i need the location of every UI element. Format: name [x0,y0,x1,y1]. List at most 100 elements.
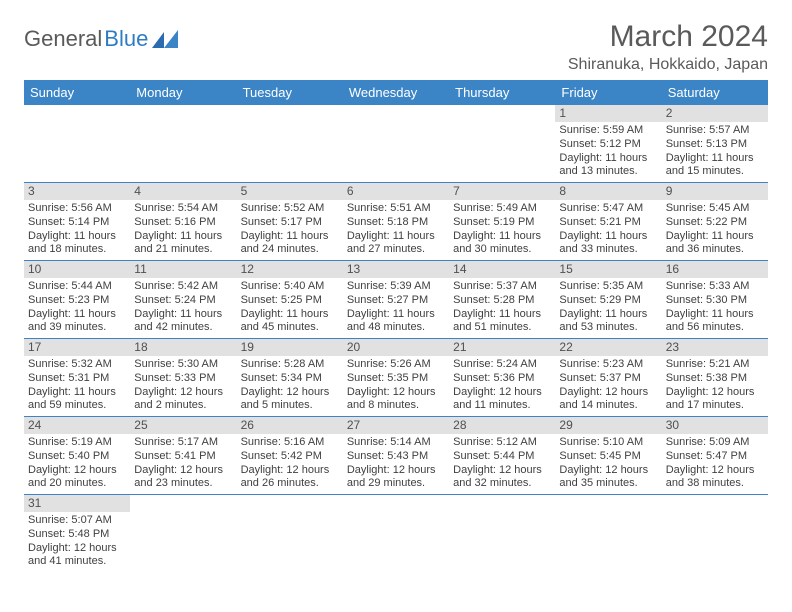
day-number: 6 [343,183,449,200]
day-number: 10 [24,261,130,278]
weekday-header: Thursday [449,80,555,105]
sunrise-line: Sunrise: 5:51 AM [347,202,445,216]
sunrise-line: Sunrise: 5:42 AM [134,280,232,294]
week-row: 1Sunrise: 5:59 AMSunset: 5:12 PMDaylight… [24,105,768,183]
day-cell: 11Sunrise: 5:42 AMSunset: 5:24 PMDayligh… [130,261,236,338]
sunrise-line: Sunrise: 5:44 AM [28,280,126,294]
sunrise-line: Sunrise: 5:24 AM [453,358,551,372]
day-cell: 7Sunrise: 5:49 AMSunset: 5:19 PMDaylight… [449,183,555,260]
daylight-line: and 11 minutes. [453,399,551,413]
day-number: 1 [555,105,661,122]
sunrise-line: Sunrise: 5:56 AM [28,202,126,216]
daylight-line: and 27 minutes. [347,243,445,257]
daylight-line: and 29 minutes. [347,477,445,491]
day-cell: 30Sunrise: 5:09 AMSunset: 5:47 PMDayligh… [662,417,768,494]
day-number: 15 [555,261,661,278]
daylight-line: Daylight: 12 hours [241,386,339,400]
daylight-line: and 26 minutes. [241,477,339,491]
sunrise-line: Sunrise: 5:32 AM [28,358,126,372]
empty-cell [449,105,555,182]
day-number: 27 [343,417,449,434]
week-row: 17Sunrise: 5:32 AMSunset: 5:31 PMDayligh… [24,339,768,417]
daylight-line: and 33 minutes. [559,243,657,257]
day-cell: 23 Sunrise: 5:21 AMSunset: 5:38 PMDayligh… [662,339,768,416]
sunset-line: Sunset: 5:28 PM [453,294,551,308]
day-number: 2 [662,105,768,122]
day-cell: 31Sunrise: 5:07 AMSunset: 5:48 PMDayligh… [24,495,130,572]
daylight-line: Daylight: 12 hours [559,386,657,400]
day-number: 18 [130,339,236,356]
daylight-line: Daylight: 11 hours [347,230,445,244]
daylight-line: and 17 minutes. [666,399,764,413]
day-cell: 24Sunrise: 5:19 AMSunset: 5:40 PMDayligh… [24,417,130,494]
day-number: 5 [237,183,343,200]
sunset-line: Sunset: 5:22 PM [666,216,764,230]
sunset-line: Sunset: 5:38 PM [666,372,764,386]
sunrise-line: Sunrise: 5:33 AM [666,280,764,294]
day-number: 14 [449,261,555,278]
daylight-line: Daylight: 11 hours [666,230,764,244]
empty-cell [555,495,661,572]
daylight-line: Daylight: 12 hours [453,464,551,478]
daylight-line: and 13 minutes. [559,165,657,179]
sunset-line: Sunset: 5:12 PM [559,138,657,152]
week-row: 31Sunrise: 5:07 AMSunset: 5:48 PMDayligh… [24,495,768,572]
sunset-line: Sunset: 5:23 PM [28,294,126,308]
empty-cell [449,495,555,572]
daylight-line: and 20 minutes. [28,477,126,491]
day-cell: 13Sunrise: 5:39 AMSunset: 5:27 PMDayligh… [343,261,449,338]
sunset-line: Sunset: 5:13 PM [666,138,764,152]
day-number: 19 [237,339,343,356]
weekday-header-row: SundayMondayTuesdayWednesdayThursdayFrid… [24,80,768,105]
daylight-line: Daylight: 12 hours [134,386,232,400]
day-number: 26 [237,417,343,434]
daylight-line: Daylight: 12 hours [666,464,764,478]
day-cell: 2Sunrise: 5:57 AMSunset: 5:13 PMDaylight… [662,105,768,182]
sunrise-line: Sunrise: 5:23 AM [559,358,657,372]
weekday-header: Friday [555,80,661,105]
daylight-line: Daylight: 12 hours [241,464,339,478]
sunrise-line: Sunrise: 5:52 AM [241,202,339,216]
daylight-line: Daylight: 12 hours [134,464,232,478]
daylight-line: Daylight: 12 hours [559,464,657,478]
sunrise-line: Sunrise: 5:57 AM [666,124,764,138]
sunset-line: Sunset: 5:29 PM [559,294,657,308]
day-number: 17 [24,339,130,356]
weeks-container: 1Sunrise: 5:59 AMSunset: 5:12 PMDaylight… [24,105,768,572]
empty-cell [237,495,343,572]
day-cell: 17Sunrise: 5:32 AMSunset: 5:31 PMDayligh… [24,339,130,416]
daylight-line: Daylight: 11 hours [134,308,232,322]
sunset-line: Sunset: 5:44 PM [453,450,551,464]
day-cell: 10Sunrise: 5:44 AMSunset: 5:23 PMDayligh… [24,261,130,338]
daylight-line: and 59 minutes. [28,399,126,413]
sunset-line: Sunset: 5:42 PM [241,450,339,464]
day-cell: 15Sunrise: 5:35 AMSunset: 5:29 PMDayligh… [555,261,661,338]
day-number: 23 [662,339,768,356]
daylight-line: Daylight: 12 hours [666,386,764,400]
day-cell: 16Sunrise: 5:33 AMSunset: 5:30 PMDayligh… [662,261,768,338]
sunrise-line: Sunrise: 5:35 AM [559,280,657,294]
sunrise-line: Sunrise: 5:49 AM [453,202,551,216]
sunset-line: Sunset: 5:16 PM [134,216,232,230]
brand-logo: GeneralBlue [24,26,180,52]
sunrise-line: Sunrise: 5:39 AM [347,280,445,294]
day-cell: 18Sunrise: 5:30 AMSunset: 5:33 PMDayligh… [130,339,236,416]
empty-cell [24,105,130,182]
daylight-line: Daylight: 11 hours [666,308,764,322]
day-cell: 4Sunrise: 5:54 AMSunset: 5:16 PMDaylight… [130,183,236,260]
daylight-line: Daylight: 12 hours [453,386,551,400]
day-cell: 27Sunrise: 5:14 AMSunset: 5:43 PMDayligh… [343,417,449,494]
sunrise-line: Sunrise: 5:14 AM [347,436,445,450]
daylight-line: Daylight: 11 hours [453,308,551,322]
day-number: 13 [343,261,449,278]
day-number: 28 [449,417,555,434]
week-row: 24Sunrise: 5:19 AMSunset: 5:40 PMDayligh… [24,417,768,495]
sunrise-line: Sunrise: 5:21 AM [666,358,764,372]
daylight-line: and 51 minutes. [453,321,551,335]
sunrise-line: Sunrise: 5:19 AM [28,436,126,450]
day-cell: 26 Sunrise: 5:16 AMSunset: 5:42 PMDayligh… [237,417,343,494]
daylight-line: and 41 minutes. [28,555,126,569]
day-cell: 28Sunrise: 5:12 AMSunset: 5:44 PMDayligh… [449,417,555,494]
calendar-page: GeneralBlue March 2024 Shiranuka, Hokkai… [0,0,792,592]
sunrise-line: Sunrise: 5:16 AM [241,436,339,450]
